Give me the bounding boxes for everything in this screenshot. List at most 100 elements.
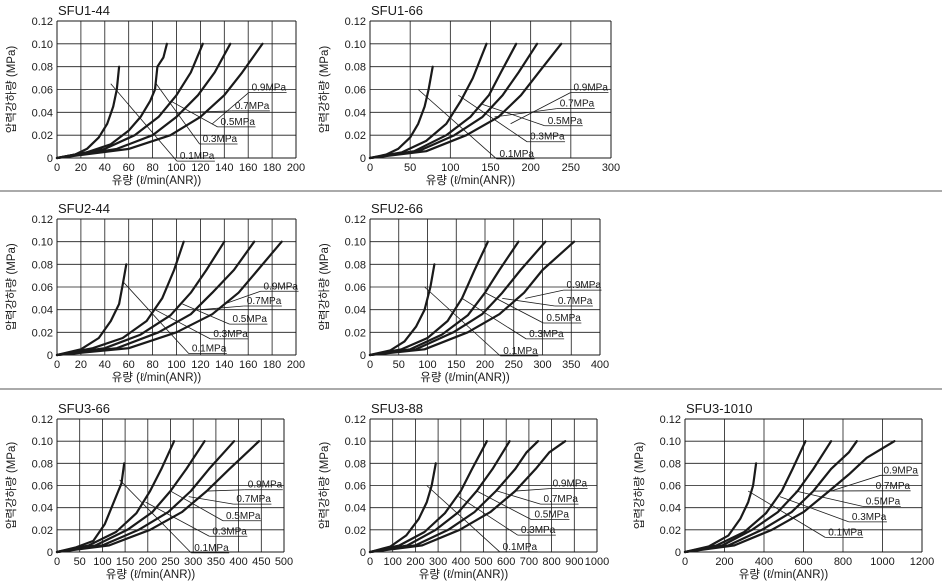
label-leader-line: [212, 92, 249, 125]
y-tick-label: 0.06: [32, 85, 53, 97]
series-label: 0.7MPa: [560, 99, 595, 110]
y-axis-label: 압력강하량 (MPa): [317, 46, 331, 134]
series-label: 0.3MPa: [521, 525, 556, 536]
y-tick-label: 0: [360, 350, 366, 362]
x-tick-label: 150: [116, 556, 134, 568]
x-axis-label: 유량 (ℓ/min(ANR)): [426, 174, 516, 187]
x-axis-label: 유량 (ℓ/min(ANR)): [419, 568, 509, 581]
x-tick-label: 100: [93, 556, 111, 568]
y-tick-label: 0.06: [345, 282, 366, 294]
y-tick-label: 0.02: [32, 525, 53, 537]
label-leader-line: [831, 474, 881, 492]
x-tick-label: 50: [74, 556, 86, 568]
x-axis-label: 유량 (ℓ/min(ANR)): [739, 568, 829, 581]
y-tick-label: 0.10: [32, 237, 53, 249]
y-tick-label: 0.12: [345, 16, 366, 28]
chart-title: SFU3-66: [58, 401, 110, 416]
x-tick-label: 600: [497, 556, 515, 568]
chart-sfu1-66: SFU1-66 0 50 100 150 200 250 300 0 0.02 0.04 0.06 0.…: [317, 3, 620, 187]
x-tick-label: 200: [406, 556, 424, 568]
x-tick-label: 150: [447, 359, 465, 371]
label-leader-line: [795, 490, 863, 507]
x-tick-label: 180: [263, 359, 281, 371]
x-axis-label: 유량 (ℓ/min(ANR)): [112, 174, 202, 187]
series-line-07mpa: [55, 240, 256, 357]
y-tick-label: 0.10: [345, 237, 366, 249]
y-axis-label: 압력강하량 (MPa): [4, 46, 18, 134]
chart-title: SFU1-44: [58, 3, 110, 18]
series-label: 0.9MPa: [252, 83, 287, 94]
chart-title: SFU3-1010: [686, 401, 752, 416]
x-tick-label: 1000: [585, 556, 609, 568]
series-line-01mpa: [55, 263, 128, 357]
series-line-09mpa: [368, 42, 563, 160]
chart-title: SFU1-66: [371, 3, 423, 18]
label-leader-line: [525, 289, 564, 299]
x-tick-label: 140: [215, 162, 233, 174]
x-tick-label: 160: [239, 162, 257, 174]
label-leader-line: [482, 103, 545, 127]
series-label: 0.1MPa: [180, 151, 215, 162]
series-label: 0.9MPa: [248, 480, 283, 491]
x-tick-label: 300: [184, 556, 202, 568]
x-tick-label: 800: [834, 556, 852, 568]
y-tick-label: 0.12: [345, 214, 366, 226]
series-label: 0.3MPa: [212, 526, 247, 537]
x-tick-label: 40: [99, 162, 111, 174]
y-tick-label: 0.08: [32, 259, 53, 271]
x-tick-label: 160: [239, 359, 257, 371]
label-leader-line: [476, 490, 532, 520]
series-line-09mpa: [368, 240, 576, 357]
label-leader-line: [119, 479, 192, 554]
series-label: 0.5MPa: [232, 314, 267, 325]
series-line-03mpa: [368, 240, 489, 357]
x-tick-label: 180: [263, 162, 281, 174]
y-tick-label: 0.08: [32, 458, 53, 470]
x-tick-label: 0: [367, 556, 373, 568]
series-line-05mpa: [55, 440, 206, 554]
x-tick-label: 120: [191, 162, 209, 174]
series-label: 0.7MPa: [876, 481, 911, 492]
series-label: 0.3MPa: [203, 134, 238, 145]
series-label: 0.1MPa: [503, 346, 538, 357]
label-leader-line: [502, 297, 555, 307]
x-tick-label: 300: [602, 162, 620, 174]
x-tick-label: 100: [167, 162, 185, 174]
x-tick-label: 20: [75, 359, 87, 371]
x-tick-label: 0: [682, 556, 688, 568]
y-tick-label: 0.06: [32, 481, 53, 493]
y-axis-label: 압력강하량 (MPa): [317, 442, 331, 530]
series-line-03mpa: [55, 440, 176, 554]
x-tick-label: 100: [167, 359, 185, 371]
series-label: 0.9MPa: [264, 281, 299, 292]
y-tick-label: 0.02: [345, 130, 366, 142]
x-axis-label: 유량 (ℓ/min(ANR)): [106, 568, 196, 581]
y-tick-label: 0.02: [345, 327, 366, 339]
series-label: 0.9MPa: [573, 83, 608, 94]
series-line-07mpa: [368, 440, 540, 554]
x-tick-label: 120: [191, 359, 209, 371]
x-tick-label: 250: [161, 556, 179, 568]
y-tick-label: 0.10: [32, 39, 53, 51]
x-tick-label: 80: [146, 162, 158, 174]
chart-sfu3-88: SFU3-88 0 100 200 300 400 500 600 700 800 900 1000 0…: [317, 401, 609, 581]
x-tick-label: 900: [565, 556, 583, 568]
series-label: 0.1MPa: [194, 543, 229, 554]
x-tick-label: 60: [123, 359, 135, 371]
series-label: 0.1MPa: [503, 542, 538, 553]
series-line-09mpa: [368, 440, 567, 554]
series-label: 0.5MPa: [546, 313, 581, 324]
label-leader-line: [206, 489, 245, 492]
series-label: 0.9MPa: [553, 479, 588, 490]
label-leader-line: [145, 501, 210, 537]
label-leader-line: [188, 110, 232, 113]
label-leader-line: [426, 485, 500, 553]
x-tick-label: 60: [123, 162, 135, 174]
chart-sfu3-66: SFU3-66 0 50 100 150 200 250 300 350 400 450 500 0 0.…: [4, 401, 293, 581]
y-tick-label: 0.08: [345, 259, 366, 271]
label-leader-line: [424, 286, 501, 357]
y-axis-label: 압력강하량 (MPa): [4, 442, 18, 530]
label-leader-line: [484, 292, 544, 324]
x-tick-label: 400: [755, 556, 773, 568]
series-line-01mpa: [368, 65, 434, 160]
